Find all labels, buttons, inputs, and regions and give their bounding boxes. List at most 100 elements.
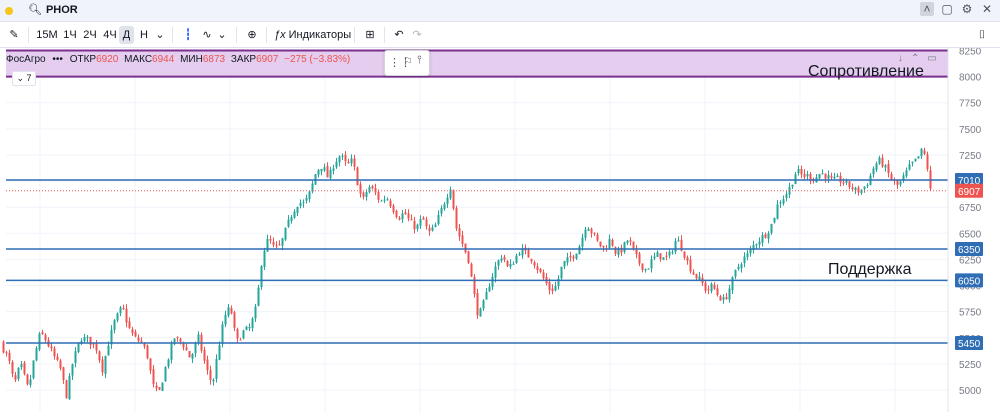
- candle-body: [308, 191, 311, 199]
- candle-body: [11, 361, 14, 374]
- price-chart[interactable]: 5000525055005750600062506500675070007250…: [0, 47, 1000, 412]
- candle-body: [239, 339, 242, 341]
- candle-body: [221, 324, 224, 345]
- candle-body: [860, 189, 863, 194]
- candle-body: [167, 359, 170, 367]
- timeframe-2h[interactable]: 2Ч: [83, 29, 97, 41]
- collapse-up-icon[interactable]: ⌃: [911, 53, 920, 64]
- candle-body: [485, 291, 488, 300]
- candle-body: [551, 288, 554, 291]
- timeframe-1h[interactable]: 1Ч: [63, 29, 77, 41]
- candle-body: [641, 263, 644, 270]
- indicators-button[interactable]: ƒx Индикаторы: [274, 26, 351, 44]
- timeframe-4h[interactable]: 4Ч: [103, 29, 117, 41]
- symbol-search[interactable]: 🔍︎ PHOR: [28, 3, 78, 16]
- candle-body: [125, 308, 128, 323]
- flag-icon[interactable]: ⚐: [403, 56, 413, 68]
- candle-body: [362, 192, 365, 197]
- candle-body: [194, 343, 197, 354]
- compare-plus-icon[interactable]: ⊕: [247, 29, 257, 41]
- candle-body: [506, 260, 509, 267]
- horizontal-levels: [6, 179, 948, 344]
- candle-body: [704, 282, 707, 291]
- candle-body: [644, 269, 647, 271]
- line-chart-icon[interactable]: ∿: [202, 29, 212, 41]
- expand-icon[interactable]: ▭: [927, 53, 937, 64]
- level-badge-6350: [955, 241, 983, 256]
- zone-controls: ↓ ⌃ ▭: [898, 53, 937, 64]
- level-badge-5450: [955, 335, 983, 350]
- candle-body: [488, 286, 491, 292]
- candle-body: [767, 233, 770, 239]
- timeframe-day[interactable]: Д: [119, 26, 134, 44]
- candle-body: [638, 253, 641, 264]
- candle-body: [554, 285, 557, 291]
- candle-body: [20, 364, 23, 368]
- candle-body: [284, 227, 287, 240]
- candle-body: [830, 176, 833, 178]
- level-badge-7010: [955, 173, 983, 188]
- candle-body: [707, 289, 710, 291]
- candle-body: [809, 173, 812, 180]
- candle-body: [917, 156, 920, 159]
- download-icon[interactable]: ↓: [898, 53, 903, 64]
- candle-body: [746, 253, 749, 258]
- timeframe-week[interactable]: Н: [140, 29, 148, 41]
- legend-collapse-button[interactable]: ⌄ 7: [12, 71, 36, 86]
- candle-body: [800, 168, 803, 175]
- level-badge-label: 5450: [958, 339, 981, 350]
- timeframe-dropdown-icon[interactable]: ⌄: [155, 29, 165, 41]
- candle-body: [311, 183, 314, 192]
- pencil-icon[interactable]: ✎: [9, 29, 19, 41]
- legend-name: ФосАгро: [6, 54, 46, 65]
- candle-body: [191, 354, 194, 359]
- candle-body: [179, 338, 182, 342]
- candle-body: [884, 165, 887, 168]
- candle-body: [914, 158, 917, 162]
- candle-body: [455, 208, 458, 229]
- candle-body: [581, 237, 584, 247]
- candle-body: [908, 164, 911, 170]
- redo-icon[interactable]: ↷: [412, 29, 422, 41]
- chart-area[interactable]: 5000525055005750600062506500675070007250…: [0, 47, 1000, 412]
- candle-body: [773, 218, 776, 223]
- candle-body: [794, 174, 797, 185]
- camera-icon[interactable]: ⌷: [978, 29, 986, 41]
- timeframe-15m[interactable]: 15М: [36, 29, 58, 41]
- pin-icon[interactable]: ⫯: [417, 54, 422, 66]
- candle-body: [101, 359, 104, 373]
- candle-body: [5, 352, 8, 354]
- legend-open-label: ОТКР: [69, 54, 97, 65]
- candle-body: [161, 382, 164, 391]
- candle-body: [371, 186, 374, 189]
- candle-body: [329, 169, 332, 179]
- maximize-icon[interactable]: ▢: [941, 2, 953, 16]
- candle-body: [419, 219, 422, 226]
- price-tick-label: 6250: [959, 255, 982, 266]
- legend-change: −275 (−3.83%): [284, 54, 351, 65]
- candle-body: [353, 158, 356, 167]
- gear-icon[interactable]: ⚙: [961, 2, 973, 16]
- candles-icon[interactable]: ┇: [184, 29, 192, 41]
- candle-body: [293, 211, 296, 218]
- candle-body: [533, 262, 536, 266]
- drag-handle-icon[interactable]: ⋮⋮: [389, 57, 411, 69]
- candle-body: [803, 173, 806, 178]
- candle-body: [365, 191, 368, 198]
- candle-body: [155, 385, 158, 389]
- candle-body: [491, 276, 494, 287]
- candle-body: [197, 334, 200, 343]
- collapse-icon[interactable]: ˄: [920, 2, 934, 16]
- candle-body: [920, 148, 923, 157]
- candle-body: [725, 296, 728, 300]
- close-icon[interactable]: ✕: [981, 2, 993, 16]
- candle-body: [344, 154, 347, 162]
- candle-body: [158, 387, 161, 390]
- chart-type-dropdown-icon[interactable]: ⌄: [217, 29, 227, 41]
- layout-grid-icon[interactable]: ⊞: [365, 29, 375, 41]
- candle-body: [821, 173, 824, 175]
- candle-body: [236, 329, 239, 339]
- undo-icon[interactable]: ↶: [394, 29, 404, 41]
- more-dots-icon[interactable]: •••: [52, 54, 63, 65]
- candle-body: [590, 228, 593, 234]
